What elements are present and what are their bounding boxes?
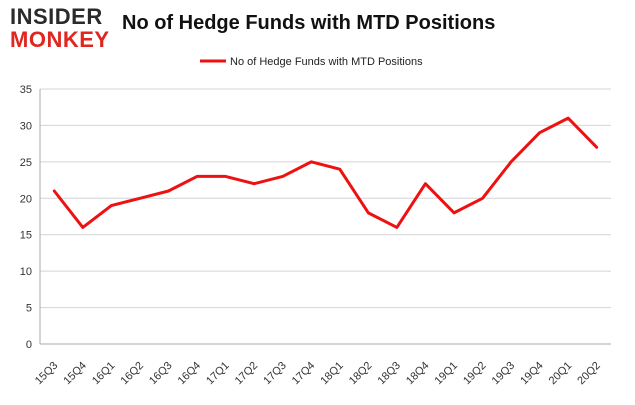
x-tick-label: 18Q4 bbox=[404, 360, 432, 388]
y-tick-label: 30 bbox=[20, 120, 32, 132]
x-tick-label: 20Q2 bbox=[575, 360, 603, 388]
chart-title: No of Hedge Funds with MTD Positions bbox=[122, 12, 496, 34]
series-line bbox=[52, 116, 599, 229]
x-tick-label: 18Q1 bbox=[318, 360, 346, 388]
legend: No of Hedge Funds with MTD Positions bbox=[200, 56, 423, 68]
x-tick-label: 16Q3 bbox=[147, 360, 175, 388]
y-tick-label: 25 bbox=[20, 157, 32, 169]
y-tick-label: 15 bbox=[20, 230, 32, 242]
x-tick-label: 16Q4 bbox=[176, 360, 204, 388]
x-tick-label: 19Q4 bbox=[518, 360, 546, 388]
x-tick-label: 16Q2 bbox=[119, 360, 147, 388]
gridlines bbox=[40, 88, 611, 309]
x-tick-label: 19Q2 bbox=[461, 360, 489, 388]
y-tick-label: 10 bbox=[20, 266, 32, 278]
x-tick-label: 20Q1 bbox=[547, 360, 575, 388]
axes bbox=[39, 89, 611, 345]
x-tick-label: 17Q1 bbox=[204, 360, 232, 388]
x-tick-label: 19Q1 bbox=[433, 360, 461, 388]
y-tick-labels: 0 5 10 15 20 25 30 35 bbox=[20, 84, 32, 351]
x-tick-label: 19Q3 bbox=[490, 360, 518, 388]
insider-monkey-logo: INSIDER MONKEY bbox=[10, 6, 120, 52]
y-tick-label: 20 bbox=[20, 193, 32, 205]
x-tick-label: 17Q2 bbox=[233, 360, 261, 388]
x-tick-label: 15Q4 bbox=[61, 360, 89, 388]
x-tick-label: 15Q3 bbox=[33, 360, 61, 388]
legend-label: No of Hedge Funds with MTD Positions bbox=[230, 56, 423, 68]
x-tick-labels: 15Q3 15Q4 16Q1 16Q2 16Q3 16Q4 17Q1 17Q2 17Q3 17Q4… bbox=[33, 360, 603, 388]
y-tick-label: 35 bbox=[20, 84, 32, 96]
logo-text-monkey: MONKEY bbox=[10, 27, 110, 52]
x-tick-label: 16Q1 bbox=[90, 360, 118, 388]
x-tick-label: 17Q3 bbox=[261, 360, 289, 388]
y-tick-label: 5 bbox=[26, 303, 32, 315]
x-tick-label: 18Q2 bbox=[347, 360, 375, 388]
x-tick-label: 18Q3 bbox=[375, 360, 403, 388]
logo-text-insider: INSIDER bbox=[10, 4, 103, 29]
y-tick-label: 0 bbox=[26, 339, 32, 351]
x-tick-label: 17Q4 bbox=[290, 360, 318, 388]
